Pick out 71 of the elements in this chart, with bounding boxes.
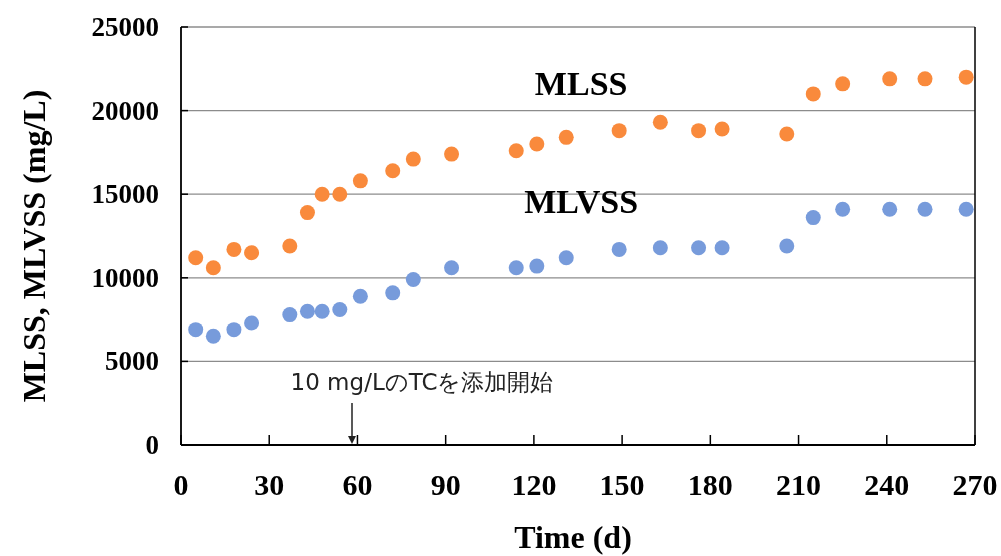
- x-tick-label: 0: [173, 468, 189, 501]
- point: [882, 71, 898, 87]
- point: [805, 86, 821, 102]
- point: [558, 250, 574, 266]
- y-tick-label: 5000: [105, 346, 159, 377]
- point: [352, 173, 368, 189]
- x-tick-label: 180: [687, 468, 733, 501]
- point: [917, 201, 933, 217]
- point: [611, 241, 627, 257]
- point: [835, 76, 851, 92]
- point: [835, 201, 851, 217]
- x-tick-label: 240: [864, 468, 910, 501]
- point: [352, 288, 368, 304]
- point: [882, 201, 898, 217]
- point: [691, 240, 707, 256]
- point: [805, 210, 821, 226]
- y-tick-label: 10000: [91, 262, 159, 293]
- point: [652, 114, 668, 130]
- point: [652, 240, 668, 256]
- point: [691, 123, 707, 139]
- point: [958, 201, 974, 217]
- point: [779, 238, 795, 254]
- point: [226, 322, 242, 338]
- y-tick-label: 15000: [91, 179, 159, 210]
- x-tick-label: 90: [430, 468, 461, 501]
- point: [244, 245, 260, 261]
- point: [332, 302, 348, 318]
- point: [385, 285, 401, 301]
- series-label: MLSS: [534, 64, 628, 102]
- point: [226, 241, 242, 257]
- point: [917, 71, 933, 87]
- point: [958, 69, 974, 85]
- x-axis-title: Time (d): [514, 519, 632, 555]
- point: [714, 240, 730, 256]
- point: [188, 250, 204, 266]
- point: [558, 129, 574, 145]
- point: [508, 143, 524, 159]
- point: [529, 136, 545, 152]
- point: [508, 260, 524, 276]
- x-tick-label: 150: [599, 468, 645, 501]
- y-tick-label: 25000: [91, 12, 159, 42]
- point: [444, 260, 460, 276]
- y-tick-label: 0: [145, 430, 159, 460]
- point: [299, 303, 315, 319]
- point: [299, 205, 315, 221]
- x-tick-label: 210: [776, 468, 822, 501]
- x-tick-label: 270: [952, 468, 998, 501]
- y-axis-title: MLSS, MLVSS (mg/L): [16, 89, 52, 403]
- annotation: 10 mg/LのTCを添加開始: [290, 369, 554, 395]
- x-tick-label: 120: [511, 468, 557, 501]
- series-label: MLVSS: [524, 183, 639, 221]
- point: [385, 163, 401, 179]
- point: [314, 186, 330, 202]
- point: [444, 146, 460, 162]
- y-tick-label: 20000: [91, 95, 159, 126]
- point: [611, 123, 627, 139]
- point: [714, 121, 730, 137]
- point: [779, 126, 795, 142]
- point: [282, 238, 298, 254]
- point: [314, 303, 330, 319]
- point: [332, 186, 348, 202]
- point: [244, 315, 260, 331]
- x-tick-label: 60: [342, 468, 373, 501]
- point: [282, 307, 298, 323]
- x-tick-label: 30: [254, 468, 285, 501]
- point: [188, 322, 204, 338]
- point: [205, 260, 221, 276]
- point: [529, 258, 545, 274]
- point: [405, 271, 421, 287]
- point: [405, 151, 421, 167]
- point: [205, 328, 221, 344]
